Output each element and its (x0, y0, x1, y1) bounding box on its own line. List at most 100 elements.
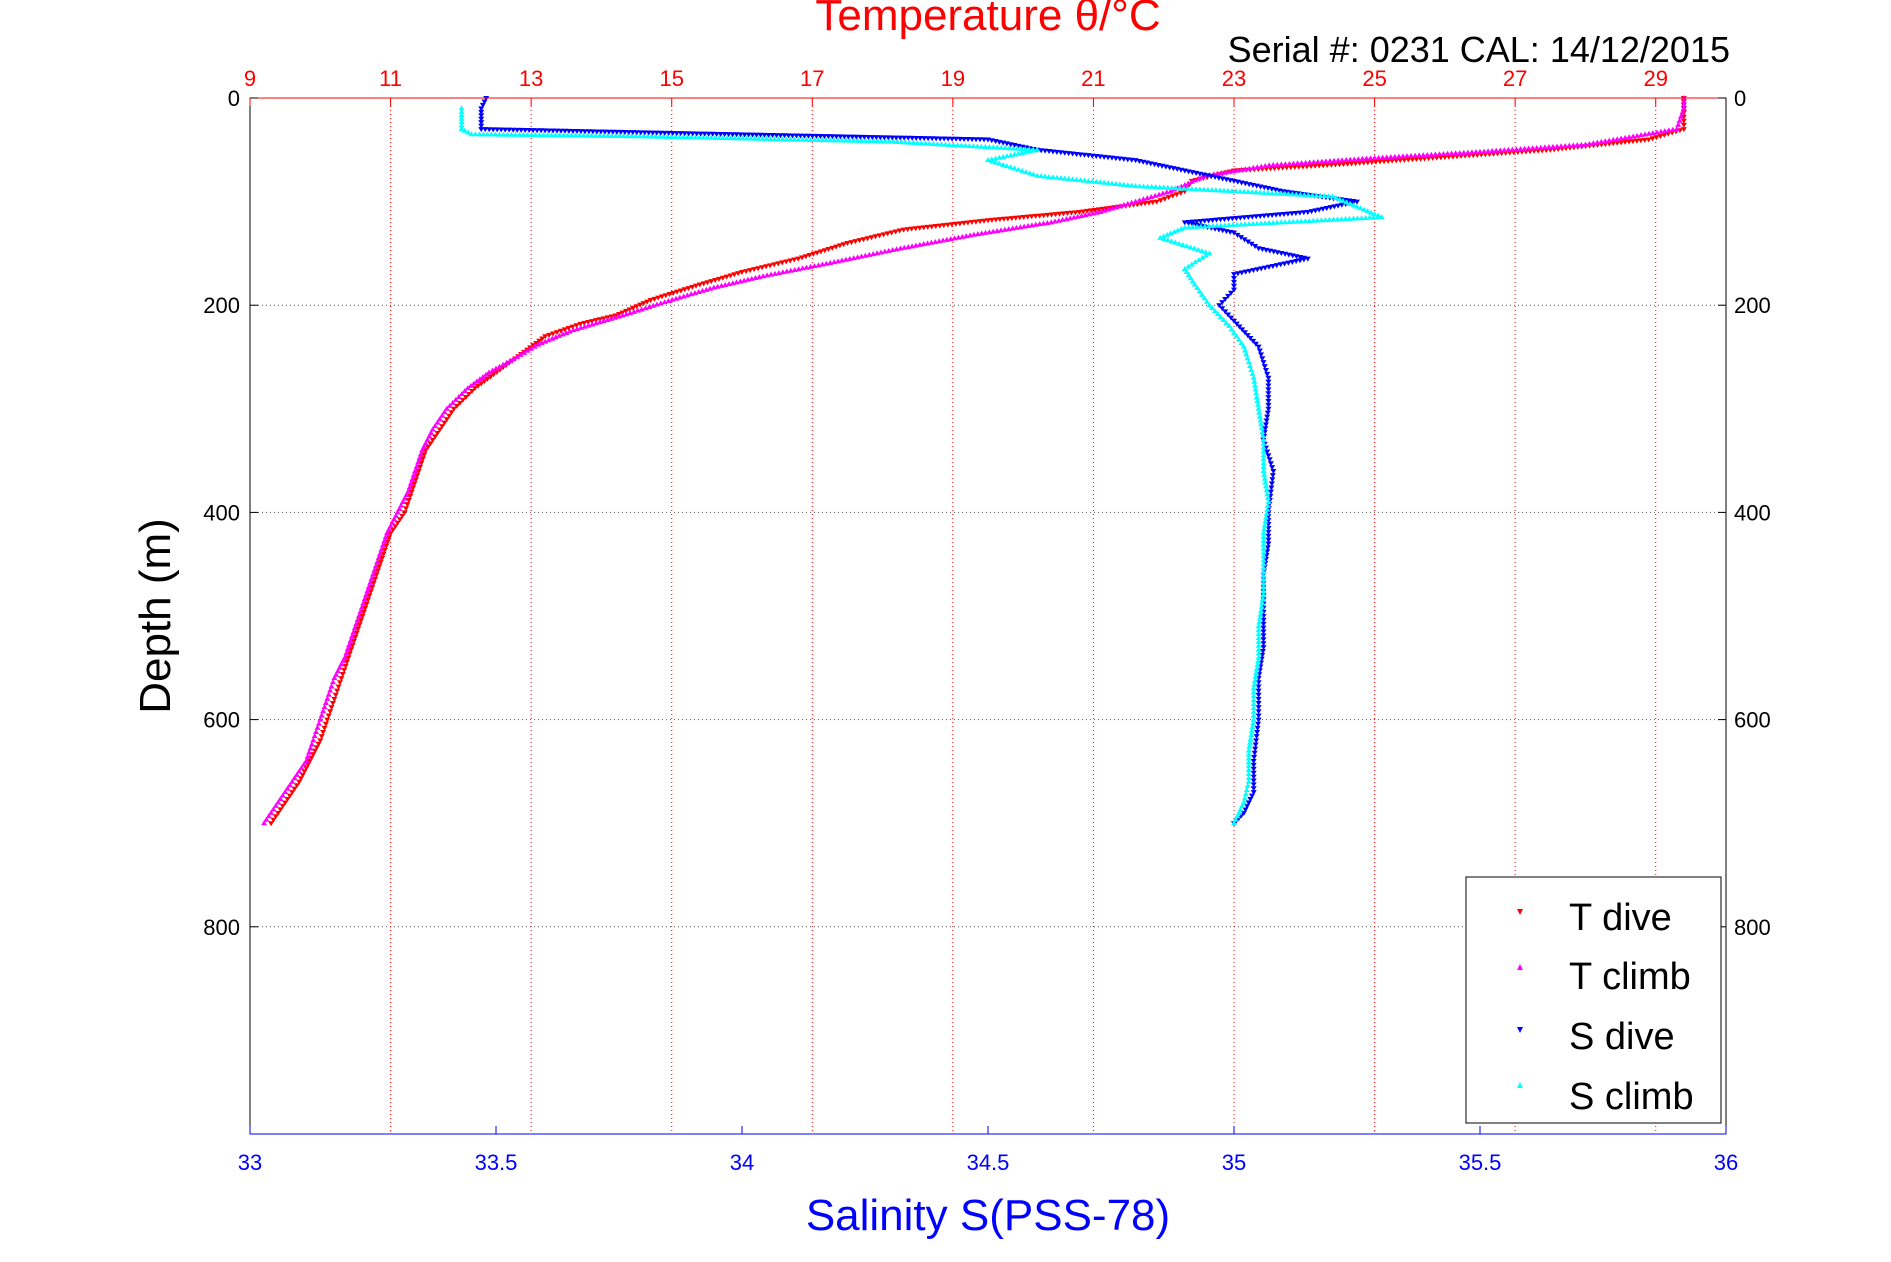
data-point-s-climb (1289, 191, 1296, 197)
data-point-s-dive (721, 132, 728, 138)
data-point-s-climb (1006, 145, 1013, 151)
data-point-s-climb (588, 132, 595, 138)
data-point-s-climb (866, 138, 873, 144)
data-point-s-climb (1022, 146, 1029, 152)
data-point-s-dive (1250, 766, 1257, 772)
data-point-t-climb (1331, 157, 1338, 163)
data-point-t-climb (1570, 142, 1577, 148)
data-point-t-climb (406, 484, 413, 490)
data-point-s-climb (1261, 522, 1268, 528)
data-point-s-climb (1260, 561, 1267, 567)
data-point-t-climb (317, 716, 324, 722)
data-point-s-dive (617, 129, 624, 135)
data-point-s-climb (596, 132, 603, 138)
data-point-s-dive (653, 130, 660, 136)
data-point-s-climb (1309, 192, 1316, 198)
data-point-s-dive (498, 127, 505, 133)
data-point-t-climb (443, 405, 450, 411)
data-point-s-climb (576, 132, 583, 138)
legend-item-s-dive: S dive (1517, 1016, 1675, 1058)
data-point-s-dive (1260, 645, 1267, 651)
data-point-t-dive (988, 217, 995, 223)
data-point-s-dive (1252, 341, 1259, 347)
data-point-t-climb (362, 592, 369, 598)
data-point-s-climb (902, 139, 909, 145)
data-point-s-climb (1244, 782, 1251, 788)
data-point-t-dive (1680, 122, 1687, 128)
data-point-s-climb (803, 136, 810, 142)
data-point-s-dive (1241, 237, 1248, 243)
data-point-t-climb (1387, 154, 1394, 160)
data-point-s-dive (729, 132, 736, 138)
data-point-t-climb (507, 357, 514, 363)
data-point-s-climb (1260, 456, 1267, 462)
data-point-s-climb (938, 141, 945, 147)
data-point-t-dive (410, 485, 417, 491)
data-point-t-climb (365, 583, 372, 589)
data-point-t-dive (1000, 216, 1007, 222)
data-point-s-climb (616, 133, 623, 139)
data-point-t-climb (384, 530, 391, 536)
data-point-s-dive (1250, 759, 1257, 765)
data-point-t-climb (1468, 149, 1475, 155)
data-point-t-climb (1517, 146, 1524, 152)
data-point-s-climb (1252, 673, 1259, 679)
data-point-s-dive (1304, 209, 1311, 215)
data-point-s-climb (1260, 444, 1267, 450)
data-point-s-dive (478, 113, 485, 119)
data-point-s-climb (882, 138, 889, 144)
data-point-t-dive (279, 803, 286, 809)
data-point-t-climb (1355, 156, 1362, 162)
data-point-s-dive (1241, 215, 1248, 221)
data-point-s-dive (1267, 489, 1274, 495)
legend-label-s-dive: S dive (1569, 1016, 1675, 1058)
data-point-t-dive (1385, 158, 1392, 164)
data-point-s-climb (1253, 189, 1260, 195)
data-point-s-dive (1234, 232, 1241, 238)
data-point-t-climb (329, 679, 336, 685)
data-point-s-climb (1350, 215, 1357, 221)
data-point-t-climb (1424, 151, 1431, 157)
data-point-s-climb (1160, 233, 1167, 239)
data-point-s-dive (494, 127, 501, 133)
data-point-s-dive (609, 129, 616, 135)
data-point-t-dive (1303, 164, 1310, 170)
data-point-t-climb (338, 661, 345, 667)
data-point-t-dive (303, 765, 310, 771)
data-point-s-climb (1238, 340, 1245, 346)
data-point-s-dive (1197, 218, 1204, 224)
data-point-s-dive (865, 134, 872, 140)
data-point-s-dive (773, 133, 780, 139)
data-point-t-dive (355, 626, 362, 632)
data-point-s-climb (1160, 184, 1167, 190)
data-point-s-dive (1222, 309, 1229, 315)
data-point-s-climb (1208, 187, 1215, 193)
legend-marker-t-dive (1517, 909, 1523, 915)
data-point-s-climb (1255, 646, 1262, 652)
data-point-s-climb (472, 131, 479, 137)
data-point-t-dive (408, 489, 415, 495)
data-point-t-climb (346, 642, 353, 648)
data-point-s-dive (546, 128, 553, 134)
data-point-t-climb (1195, 175, 1202, 181)
data-point-s-dive (1245, 800, 1252, 806)
data-point-t-climb (1680, 98, 1687, 104)
data-point-t-dive (448, 410, 455, 416)
data-point-s-dive (1292, 210, 1299, 216)
data-point-t-climb (296, 768, 303, 774)
data-point-s-climb (1261, 189, 1268, 195)
data-point-s-climb (660, 133, 667, 139)
data-point-t-dive (336, 680, 343, 686)
data-point-s-climb (1249, 189, 1256, 195)
series-t-climb (261, 95, 1687, 826)
data-point-s-dive (1241, 330, 1248, 336)
data-point-s-climb (680, 134, 687, 140)
data-point-s-climb (524, 131, 531, 137)
data-point-s-climb (1185, 224, 1192, 230)
data-point-t-dive (1299, 164, 1306, 170)
data-point-t-climb (347, 637, 354, 643)
data-point-t-dive (289, 790, 296, 796)
data-point-s-dive (637, 130, 644, 136)
data-point-s-climb (1260, 565, 1267, 571)
data-point-s-climb (1255, 642, 1262, 648)
